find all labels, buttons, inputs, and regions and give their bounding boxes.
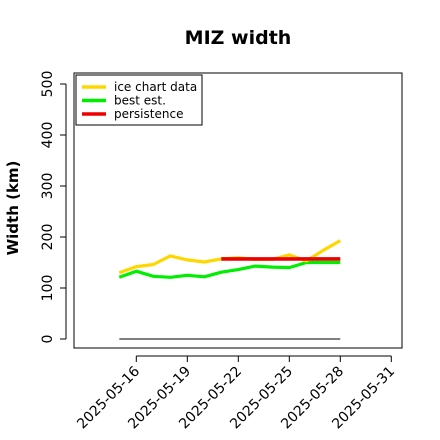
y-tick-label-500: 500 — [40, 71, 56, 98]
chart-title: MIZ width — [185, 27, 292, 49]
y-tick-label-0: 0 — [40, 335, 56, 344]
series-layer — [118, 239, 342, 340]
legend-label-best-est: best est. — [114, 94, 166, 108]
plot-frame — [73, 72, 403, 349]
legend-label-ice-chart-data: ice chart data — [114, 80, 197, 94]
y-tick-label-100: 100 — [40, 275, 56, 302]
y-tick-label-400: 400 — [40, 122, 56, 149]
y-axis: 0 100 200 300 400 500 — [40, 71, 67, 344]
y-axis-label: Width (km) — [4, 161, 22, 256]
legend-label-persistence: persistence — [114, 107, 183, 121]
x-axis: 2025-05-162025-05-192025-05-222025-05-25… — [74, 355, 398, 432]
series-line-best-est — [118, 260, 341, 279]
y-tick-label-200: 200 — [40, 224, 56, 251]
series-line-ice-chart-data — [118, 239, 342, 275]
y-tick-label-300: 300 — [40, 173, 56, 200]
